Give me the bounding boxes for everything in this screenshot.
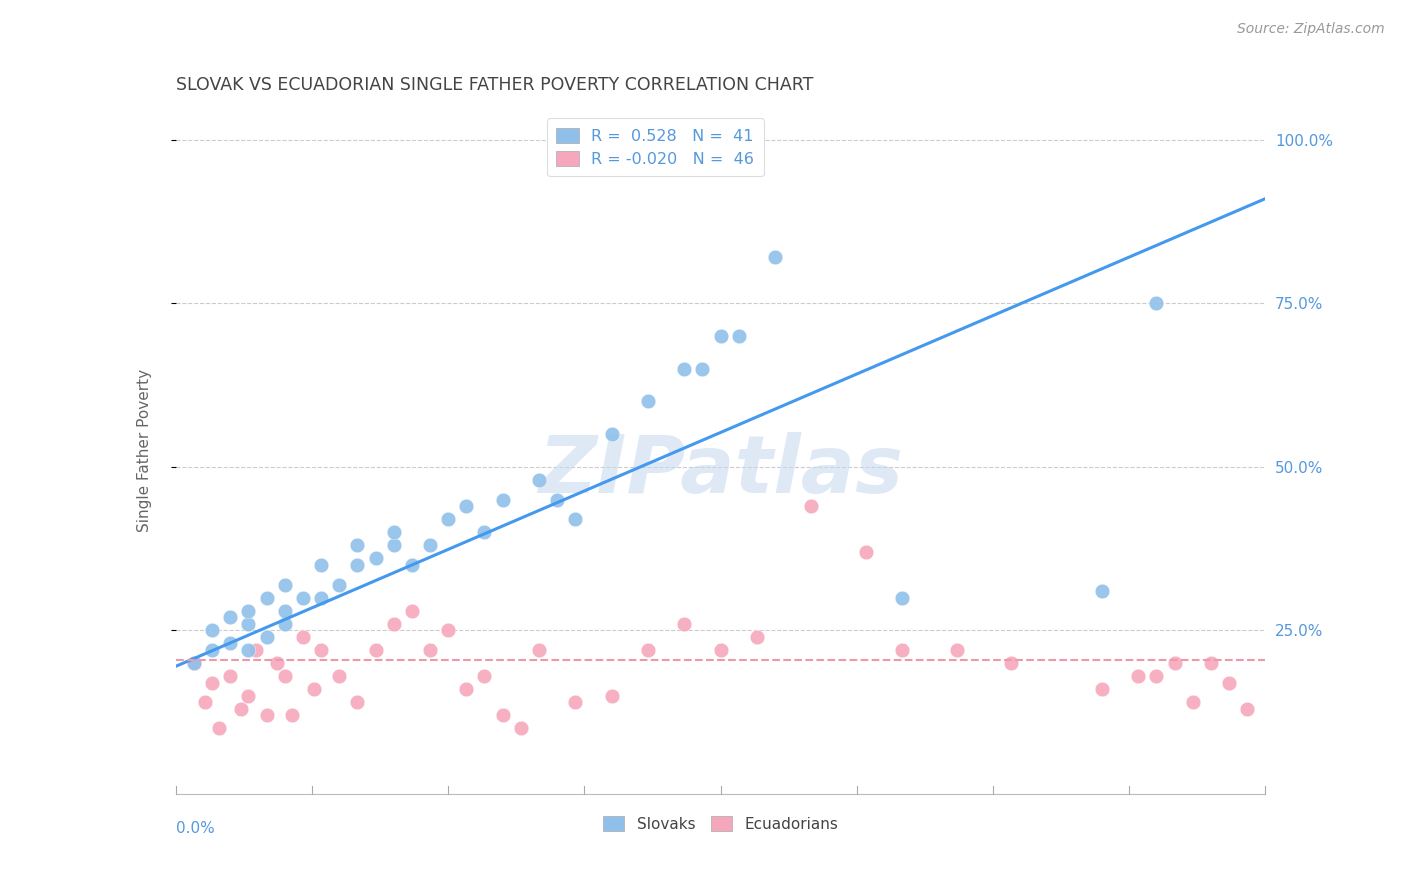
Point bbox=[673, 616, 696, 631]
Point bbox=[364, 643, 387, 657]
Point bbox=[456, 499, 478, 513]
Point bbox=[382, 525, 405, 540]
Point bbox=[201, 624, 224, 638]
Point bbox=[419, 538, 441, 552]
Point bbox=[1091, 682, 1114, 697]
Point bbox=[219, 636, 242, 650]
Point bbox=[401, 558, 423, 572]
Point bbox=[891, 591, 914, 605]
Point bbox=[474, 525, 496, 540]
Point bbox=[382, 538, 405, 552]
Point bbox=[364, 551, 387, 566]
Point bbox=[238, 616, 260, 631]
Text: 0.0%: 0.0% bbox=[176, 822, 215, 837]
Point bbox=[238, 604, 260, 618]
Point bbox=[231, 702, 253, 716]
Point bbox=[727, 329, 749, 343]
Point bbox=[201, 675, 224, 690]
Point bbox=[208, 722, 231, 736]
Point bbox=[1128, 669, 1150, 683]
Point bbox=[309, 643, 332, 657]
Point bbox=[274, 577, 297, 591]
Point bbox=[437, 512, 460, 526]
Text: SLOVAK VS ECUADORIAN SINGLE FATHER POVERTY CORRELATION CHART: SLOVAK VS ECUADORIAN SINGLE FATHER POVER… bbox=[176, 77, 813, 95]
Point bbox=[183, 656, 205, 670]
Point bbox=[238, 643, 260, 657]
Y-axis label: Single Father Poverty: Single Father Poverty bbox=[138, 369, 152, 532]
Point bbox=[745, 630, 768, 644]
Point bbox=[1146, 296, 1168, 310]
Point bbox=[194, 695, 217, 709]
Point bbox=[281, 708, 304, 723]
Text: ZIPatlas: ZIPatlas bbox=[538, 432, 903, 510]
Point bbox=[474, 669, 496, 683]
Point bbox=[564, 512, 586, 526]
Point bbox=[419, 643, 441, 657]
Point bbox=[527, 473, 550, 487]
Point bbox=[219, 610, 242, 624]
Point bbox=[201, 643, 224, 657]
Legend: Slovaks, Ecuadorians: Slovaks, Ecuadorians bbox=[598, 810, 844, 838]
Point bbox=[1163, 656, 1185, 670]
Point bbox=[710, 643, 733, 657]
Point bbox=[637, 394, 659, 409]
Point bbox=[800, 499, 823, 513]
Point bbox=[600, 689, 623, 703]
Point bbox=[945, 643, 967, 657]
Point bbox=[382, 616, 405, 631]
Point bbox=[546, 492, 568, 507]
Point bbox=[346, 538, 368, 552]
Point bbox=[274, 669, 297, 683]
Point bbox=[673, 361, 696, 376]
Point bbox=[456, 682, 478, 697]
Point bbox=[1199, 656, 1222, 670]
Point bbox=[238, 689, 260, 703]
Point bbox=[1236, 702, 1258, 716]
Point bbox=[1091, 584, 1114, 599]
Point bbox=[891, 643, 914, 657]
Point bbox=[437, 624, 460, 638]
Point bbox=[527, 643, 550, 657]
Point bbox=[291, 630, 314, 644]
Text: Source: ZipAtlas.com: Source: ZipAtlas.com bbox=[1237, 22, 1385, 37]
Point bbox=[401, 604, 423, 618]
Point bbox=[274, 616, 297, 631]
Point bbox=[302, 682, 325, 697]
Point bbox=[245, 643, 267, 657]
Point bbox=[637, 643, 659, 657]
Point bbox=[309, 591, 332, 605]
Point bbox=[1000, 656, 1022, 670]
Point bbox=[1218, 675, 1240, 690]
Point bbox=[256, 630, 278, 644]
Point bbox=[1181, 695, 1204, 709]
Point bbox=[328, 669, 350, 683]
Point bbox=[183, 656, 205, 670]
Point bbox=[600, 427, 623, 442]
Point bbox=[1146, 669, 1168, 683]
Point bbox=[492, 708, 515, 723]
Point bbox=[509, 722, 531, 736]
Point bbox=[256, 708, 278, 723]
Point bbox=[564, 695, 586, 709]
Point bbox=[763, 251, 786, 265]
Point bbox=[346, 558, 368, 572]
Point bbox=[274, 604, 297, 618]
Point bbox=[219, 669, 242, 683]
Point bbox=[266, 656, 288, 670]
Point bbox=[291, 591, 314, 605]
Point bbox=[710, 329, 733, 343]
Point bbox=[492, 492, 515, 507]
Point bbox=[692, 361, 714, 376]
Point bbox=[256, 591, 278, 605]
Point bbox=[855, 545, 877, 559]
Point bbox=[328, 577, 350, 591]
Point bbox=[309, 558, 332, 572]
Point bbox=[346, 695, 368, 709]
